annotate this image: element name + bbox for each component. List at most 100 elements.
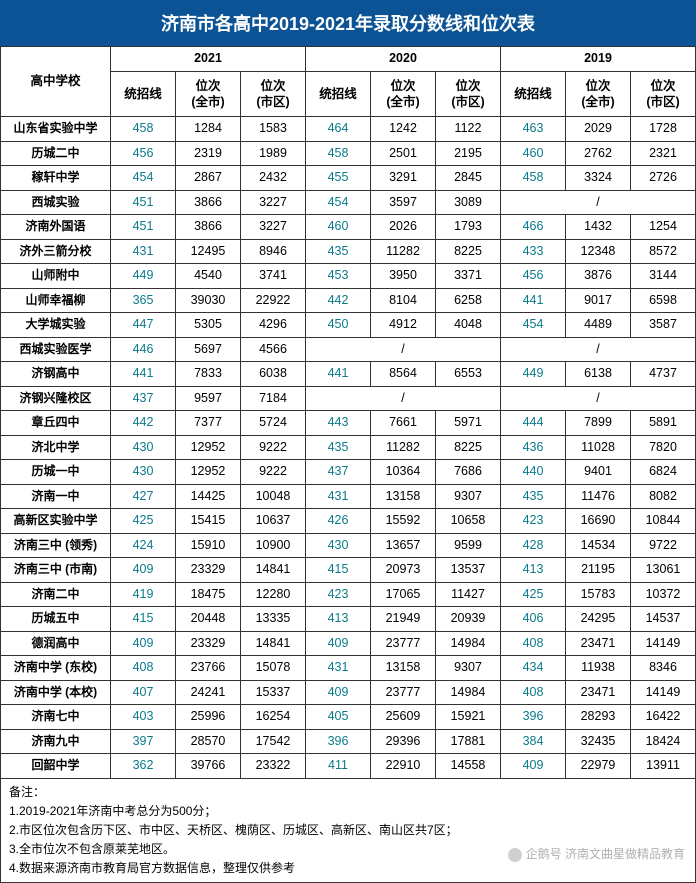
score-cell: 456	[111, 141, 176, 166]
rank-city-cell: 3291	[371, 166, 436, 191]
score-cell: 415	[306, 558, 371, 583]
merged-empty-cell: /	[501, 337, 696, 362]
school-name-cell: 历城五中	[1, 607, 111, 632]
rank-district-cell: 7820	[631, 435, 696, 460]
rank-city-cell: 4540	[176, 264, 241, 289]
note-line: 1.2019-2021年济南中考总分为500分；	[9, 802, 687, 821]
table-row: 历城五中415204481333541321949209394062429514…	[1, 607, 696, 632]
score-cell: 454	[501, 313, 566, 338]
score-cell: 454	[306, 190, 371, 215]
table-row: 西城实验4513866322745435973089/	[1, 190, 696, 215]
school-name-cell: 章丘四中	[1, 411, 111, 436]
rank-district-cell: 13911	[631, 754, 696, 779]
score-cell: 403	[111, 705, 176, 730]
rank-district-cell: 16422	[631, 705, 696, 730]
score-cell: 408	[501, 680, 566, 705]
rank-district-cell: 7184	[241, 386, 306, 411]
header-sublabel: 统招线	[501, 71, 566, 117]
table-row: 济钢兴隆校区43795977184//	[1, 386, 696, 411]
score-cell: 458	[306, 141, 371, 166]
rank-city-cell: 17065	[371, 582, 436, 607]
rank-district-cell: 8572	[631, 239, 696, 264]
school-name-cell: 历城一中	[1, 460, 111, 485]
rank-district-cell: 17542	[241, 729, 306, 754]
rank-district-cell: 6038	[241, 362, 306, 387]
score-cell: 451	[111, 190, 176, 215]
rank-district-cell: 9599	[436, 533, 501, 558]
rank-district-cell: 8346	[631, 656, 696, 681]
header-year-2019: 2019	[501, 47, 696, 72]
score-cell: 428	[501, 533, 566, 558]
rank-district-cell: 10844	[631, 509, 696, 534]
table-row: 稼轩中学454286724324553291284545833242726	[1, 166, 696, 191]
header-school: 高中学校	[1, 47, 111, 117]
rank-district-cell: 2432	[241, 166, 306, 191]
rank-city-cell: 11282	[371, 435, 436, 460]
rank-city-cell: 8564	[371, 362, 436, 387]
table-row: 济南七中403259961625440525609159213962829316…	[1, 705, 696, 730]
header-year-2020: 2020	[306, 47, 501, 72]
school-name-cell: 济南外国语	[1, 215, 111, 240]
score-cell: 440	[501, 460, 566, 485]
score-cell: 441	[111, 362, 176, 387]
rank-city-cell: 12495	[176, 239, 241, 264]
table-row: 济钢高中441783360384418564655344961384737	[1, 362, 696, 387]
rank-city-cell: 39030	[176, 288, 241, 313]
score-cell: 441	[501, 288, 566, 313]
score-cell: 435	[306, 435, 371, 460]
table-row: 济南中学 (本校)4072424115337409237771498440823…	[1, 680, 696, 705]
school-name-cell: 回韶中学	[1, 754, 111, 779]
rank-city-cell: 3950	[371, 264, 436, 289]
rank-city-cell: 23766	[176, 656, 241, 681]
rank-city-cell: 23471	[566, 631, 631, 656]
school-name-cell: 济外三箭分校	[1, 239, 111, 264]
rank-city-cell: 23777	[371, 680, 436, 705]
score-cell: 430	[111, 435, 176, 460]
score-cell: 427	[111, 484, 176, 509]
rank-district-cell: 1989	[241, 141, 306, 166]
rank-city-cell: 39766	[176, 754, 241, 779]
header-sublabel: 位次 (全市)	[176, 71, 241, 117]
rank-city-cell: 15783	[566, 582, 631, 607]
rank-district-cell: 9222	[241, 460, 306, 485]
table-row: 回韶中学362397662332241122910145584092297913…	[1, 754, 696, 779]
rank-district-cell: 9307	[436, 656, 501, 681]
table-row: 济北中学430129529222435112828225436110287820	[1, 435, 696, 460]
score-cell: 362	[111, 754, 176, 779]
score-cell: 441	[306, 362, 371, 387]
rank-city-cell: 25996	[176, 705, 241, 730]
school-name-cell: 德润高中	[1, 631, 111, 656]
table-row: 西城实验医学44656974566//	[1, 337, 696, 362]
score-cell: 365	[111, 288, 176, 313]
score-cell: 433	[501, 239, 566, 264]
score-cell: 396	[501, 705, 566, 730]
school-name-cell: 西城实验	[1, 190, 111, 215]
rank-city-cell: 14534	[566, 533, 631, 558]
rank-city-cell: 28293	[566, 705, 631, 730]
rank-district-cell: 14537	[631, 607, 696, 632]
score-cell: 435	[501, 484, 566, 509]
score-cell: 425	[111, 509, 176, 534]
score-cell: 453	[306, 264, 371, 289]
rank-city-cell: 1432	[566, 215, 631, 240]
header-sublabel: 统招线	[306, 71, 371, 117]
table-row: 章丘四中442737757244437661597144478995891	[1, 411, 696, 436]
score-cell: 458	[111, 117, 176, 142]
rank-district-cell: 6824	[631, 460, 696, 485]
rank-city-cell: 3866	[176, 190, 241, 215]
school-name-cell: 山师附中	[1, 264, 111, 289]
rank-city-cell: 5697	[176, 337, 241, 362]
rank-city-cell: 13657	[371, 533, 436, 558]
rank-district-cell: 8225	[436, 239, 501, 264]
rank-district-cell: 17881	[436, 729, 501, 754]
score-cell: 426	[306, 509, 371, 534]
school-name-cell: 济南一中	[1, 484, 111, 509]
table-row: 历城二中456231919894582501219546027622321	[1, 141, 696, 166]
rank-city-cell: 11028	[566, 435, 631, 460]
rank-city-cell: 2029	[566, 117, 631, 142]
score-cell: 449	[111, 264, 176, 289]
table-row: 济外三箭分校4311249589464351128282254331234885…	[1, 239, 696, 264]
rank-city-cell: 3876	[566, 264, 631, 289]
rank-city-cell: 12952	[176, 460, 241, 485]
score-cell: 425	[501, 582, 566, 607]
